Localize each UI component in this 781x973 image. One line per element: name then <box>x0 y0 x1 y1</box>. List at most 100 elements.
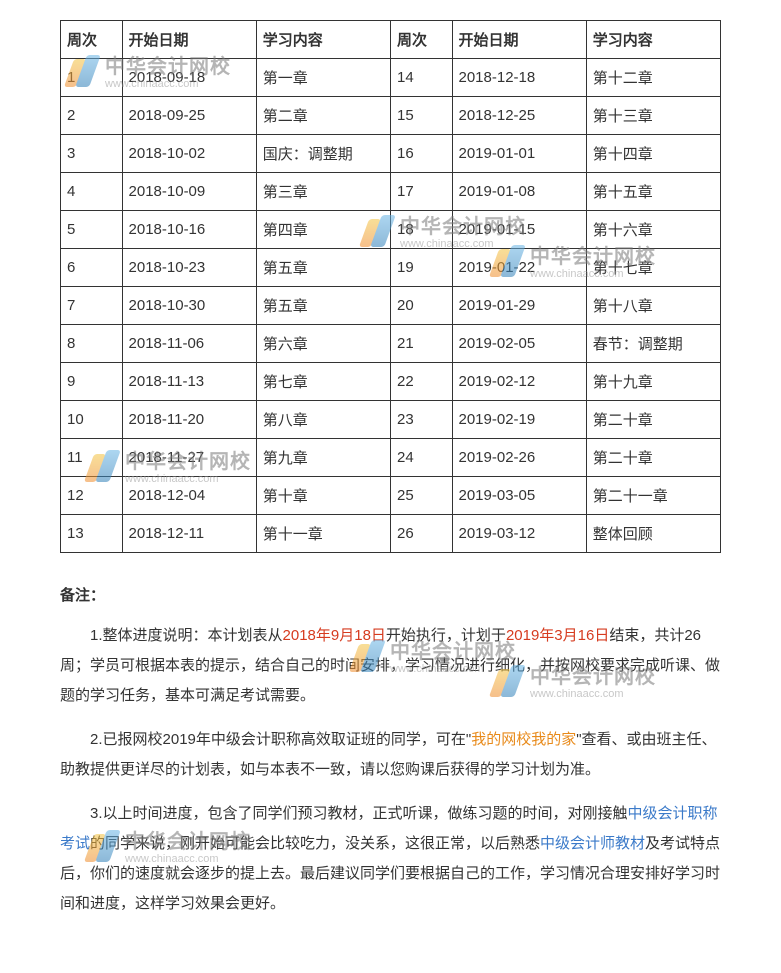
table-cell: 第一章 <box>256 59 390 97</box>
table-cell: 4 <box>61 173 123 211</box>
table-cell: 整体回顾 <box>586 515 720 553</box>
note-2: 2.已报网校2019年中级会计职称高效取证班的同学，可在"我的网校我的家"查看、… <box>60 725 721 785</box>
table-cell: 13 <box>61 515 123 553</box>
link-my-school[interactable]: 我的网校我的家 <box>471 731 576 748</box>
table-cell: 22 <box>390 363 452 401</box>
table-cell: 17 <box>390 173 452 211</box>
table-cell: 2018-12-11 <box>122 515 256 553</box>
table-row: 102018-11-20第八章232019-02-19第二十章 <box>61 401 721 439</box>
table-row: 12018-09-18第一章142018-12-18第十二章 <box>61 59 721 97</box>
table-cell: 第十二章 <box>586 59 720 97</box>
table-cell: 2018-10-30 <box>122 287 256 325</box>
table-cell: 25 <box>390 477 452 515</box>
table-cell: 20 <box>390 287 452 325</box>
table-cell: 9 <box>61 363 123 401</box>
table-cell: 第十一章 <box>256 515 390 553</box>
text: 的同学来说，刚开始可能会比较吃力，没关系，这很正常，以后熟悉 <box>90 835 540 852</box>
table-cell: 2018-11-06 <box>122 325 256 363</box>
table-row: 22018-09-25第二章152018-12-25第十三章 <box>61 97 721 135</box>
table-row: 112018-11-27第九章242019-02-26第二十章 <box>61 439 721 477</box>
table-cell: 24 <box>390 439 452 477</box>
table-cell: 2018-11-13 <box>122 363 256 401</box>
col-header: 开始日期 <box>452 21 586 59</box>
table-cell: 2019-02-12 <box>452 363 586 401</box>
col-header: 开始日期 <box>122 21 256 59</box>
table-cell: 第八章 <box>256 401 390 439</box>
col-header: 周次 <box>61 21 123 59</box>
table-cell: 第六章 <box>256 325 390 363</box>
table-row: 42018-10-09第三章172019-01-08第十五章 <box>61 173 721 211</box>
table-cell: 12 <box>61 477 123 515</box>
table-cell: 3 <box>61 135 123 173</box>
table-cell: 第四章 <box>256 211 390 249</box>
note-3: 3.以上时间进度，包含了同学们预习教材，正式听课，做练习题的时间，对刚接触中级会… <box>60 799 721 919</box>
table-cell: 19 <box>390 249 452 287</box>
table-row: 32018-10-02国庆：调整期162019-01-01第十四章 <box>61 135 721 173</box>
table-cell: 5 <box>61 211 123 249</box>
link-textbook[interactable]: 中级会计师教材 <box>540 835 645 852</box>
text: 开始执行，计划于 <box>386 627 506 644</box>
table-cell: 第十四章 <box>586 135 720 173</box>
col-header: 周次 <box>390 21 452 59</box>
table-cell: 18 <box>390 211 452 249</box>
text: 1.整体进度说明：本计划表从 <box>90 627 283 644</box>
table-cell: 2019-01-15 <box>452 211 586 249</box>
table-cell: 7 <box>61 287 123 325</box>
table-cell: 1 <box>61 59 123 97</box>
page: 中华会计网校www.chinaacc.com中华会计网校www.chinaacc… <box>0 0 781 973</box>
table-cell: 2018-10-16 <box>122 211 256 249</box>
text: 3.以上时间进度，包含了同学们预习教材，正式听课，做练习题的时间，对刚接触 <box>90 805 628 822</box>
table-cell: 第十九章 <box>586 363 720 401</box>
table-cell: 2019-01-01 <box>452 135 586 173</box>
table-cell: 第二十一章 <box>586 477 720 515</box>
table-cell: 第十七章 <box>586 249 720 287</box>
table-cell: 10 <box>61 401 123 439</box>
table-cell: 2018-09-18 <box>122 59 256 97</box>
table-cell: 第七章 <box>256 363 390 401</box>
table-cell: 2019-03-12 <box>452 515 586 553</box>
table-cell: 2019-02-05 <box>452 325 586 363</box>
date-end: 2019年3月16日 <box>506 627 609 644</box>
table-cell: 26 <box>390 515 452 553</box>
table-row: 52018-10-16第四章182019-01-15第十六章 <box>61 211 721 249</box>
table-cell: 第十三章 <box>586 97 720 135</box>
table-cell: 第三章 <box>256 173 390 211</box>
table-row: 72018-10-30第五章202019-01-29第十八章 <box>61 287 721 325</box>
table-cell: 21 <box>390 325 452 363</box>
table-row: 122018-12-04第十章252019-03-05第二十一章 <box>61 477 721 515</box>
col-header: 学习内容 <box>256 21 390 59</box>
table-cell: 春节：调整期 <box>586 325 720 363</box>
table-cell: 11 <box>61 439 123 477</box>
date-start: 2018年9月18日 <box>283 627 386 644</box>
table-cell: 2019-02-19 <box>452 401 586 439</box>
table-cell: 2018-09-25 <box>122 97 256 135</box>
col-header: 学习内容 <box>586 21 720 59</box>
table-cell: 国庆：调整期 <box>256 135 390 173</box>
table-cell: 2018-11-20 <box>122 401 256 439</box>
table-cell: 2018-12-25 <box>452 97 586 135</box>
table-cell: 6 <box>61 249 123 287</box>
table-cell: 2 <box>61 97 123 135</box>
table-cell: 2018-11-27 <box>122 439 256 477</box>
table-cell: 2019-02-26 <box>452 439 586 477</box>
table-cell: 2019-01-08 <box>452 173 586 211</box>
table-row: 92018-11-13第七章222019-02-12第十九章 <box>61 363 721 401</box>
table-cell: 23 <box>390 401 452 439</box>
table-cell: 第十六章 <box>586 211 720 249</box>
text: 2.已报网校2019年中级会计职称高效取证班的同学，可在" <box>90 731 471 748</box>
table-cell: 8 <box>61 325 123 363</box>
table-cell: 第二十章 <box>586 439 720 477</box>
table-row: 132018-12-11第十一章262019-03-12整体回顾 <box>61 515 721 553</box>
table-cell: 2018-12-18 <box>452 59 586 97</box>
table-cell: 16 <box>390 135 452 173</box>
table-row: 82018-11-06第六章212019-02-05春节：调整期 <box>61 325 721 363</box>
table-cell: 第二十章 <box>586 401 720 439</box>
table-cell: 2019-01-29 <box>452 287 586 325</box>
table-cell: 第五章 <box>256 249 390 287</box>
table-cell: 2018-12-04 <box>122 477 256 515</box>
table-cell: 15 <box>390 97 452 135</box>
note-1: 1.整体进度说明：本计划表从2018年9月18日开始执行，计划于2019年3月1… <box>60 621 721 711</box>
notes-section: 备注： 1.整体进度说明：本计划表从2018年9月18日开始执行，计划于2019… <box>60 581 721 919</box>
table-cell: 2019-03-05 <box>452 477 586 515</box>
table-cell: 第二章 <box>256 97 390 135</box>
